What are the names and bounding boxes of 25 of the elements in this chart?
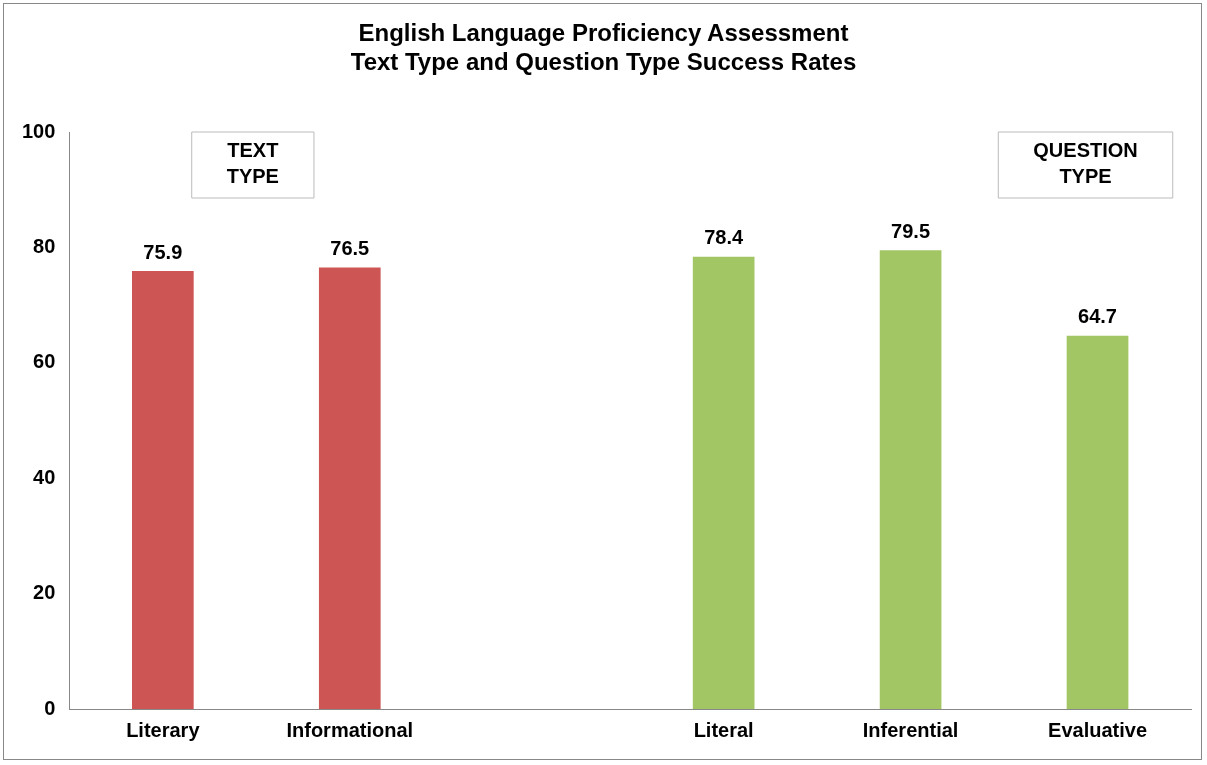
annotation: QUESTION TYPE: [1033, 138, 1138, 187]
x-tick-label: Literal: [693, 718, 754, 741]
chart-title: English Language Proficiency Assessment: [357, 18, 850, 47]
annotation: TEXT TYPE: [226, 138, 279, 187]
bar: [692, 256, 755, 709]
x-tick-label: Evaluative: [1048, 718, 1148, 741]
y-tick-label: 20: [33, 581, 56, 604]
y-tick-label: 60: [33, 350, 56, 373]
y-tick-label: 100: [21, 119, 56, 142]
data-label: 76.5: [330, 237, 370, 260]
data-label: 64.7: [1078, 305, 1117, 328]
y-tick-label: 40: [33, 465, 56, 488]
bar: [318, 267, 381, 709]
bar: [1066, 335, 1129, 709]
bar: [131, 271, 194, 709]
data-label: 78.4: [704, 226, 744, 249]
bar: [879, 250, 942, 709]
y-tick-label: 0: [44, 696, 56, 719]
chart-subtitle: Text Type and Question Type Success Rates: [349, 47, 858, 76]
data-label: 75.9: [143, 240, 183, 263]
x-tick-label: Inferential: [862, 718, 959, 741]
x-tick-label: Informational: [286, 718, 414, 741]
data-label: 79.5: [891, 219, 931, 242]
y-tick-label: 80: [33, 234, 56, 257]
x-tick-label: Literary: [126, 718, 201, 741]
